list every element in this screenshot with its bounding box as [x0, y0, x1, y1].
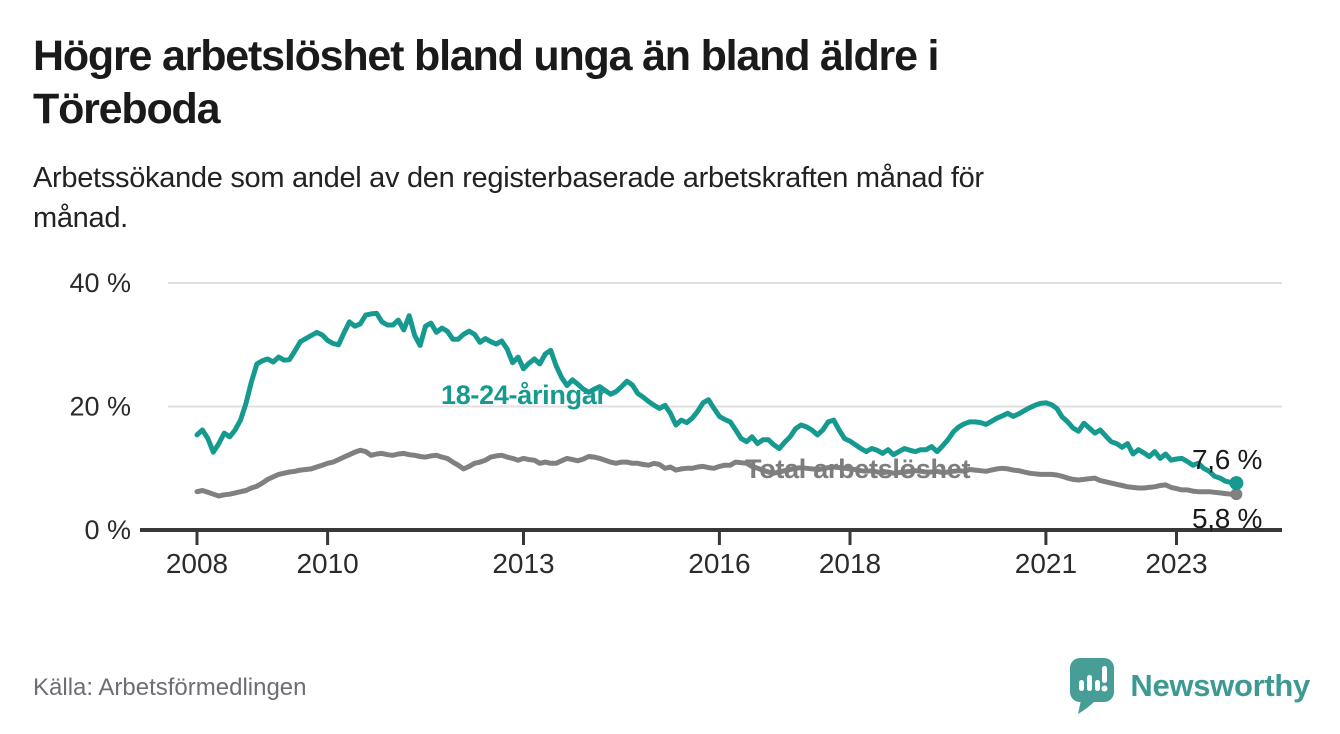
newsworthy-brand: Newsworthy: [1068, 656, 1310, 716]
title-line-1: Högre arbetslöshet bland unga än bland ä…: [33, 32, 939, 80]
x-tick-label-2018: 2018: [819, 548, 881, 579]
source-note: Källa: Arbetsförmedlingen: [33, 674, 307, 701]
title-line-2: Töreboda: [33, 84, 220, 133]
y-tick-label-40: 40 %: [69, 268, 131, 298]
y-tick-label-0: 0 %: [84, 515, 131, 545]
subtitle-line-2: månad.: [33, 201, 128, 234]
chart-subtitle: Arbetssökande som andel av den registerb…: [33, 158, 1313, 238]
x-tick-label-2023: 2023: [1145, 548, 1207, 579]
series-end-dot-0: [1230, 488, 1243, 501]
x-tick-label-2021: 2021: [1015, 548, 1077, 579]
newsworthy-wordmark: Newsworthy: [1130, 668, 1310, 703]
chart-header: Högre arbetslöshet bland unga än bland ä…: [33, 30, 1313, 238]
x-tick-label-2010: 2010: [296, 548, 358, 579]
series-line-1: [194, 310, 1239, 486]
page-title: Högre arbetslöshet bland unga än bland ä…: [33, 30, 1313, 136]
x-tick-label-2008: 2008: [166, 548, 228, 579]
series-end-dot-1: [1229, 476, 1244, 491]
series-label-youth: 18-24-åringar: [441, 380, 607, 410]
end-value-total: 5,8 %: [1192, 503, 1263, 534]
series-line-0: [194, 447, 1239, 499]
end-value-youth: 7,6 %: [1192, 444, 1263, 475]
line-chart: 0 % 20 % 40 % 2008 2010 2013 2016 2018 2021 2023 …: [0, 260, 1340, 590]
y-tick-label-20: 20 %: [69, 392, 131, 422]
chart-canvas: 0 % 20 % 40 % 2008 2010 2013 2016 2018 2021 2023: [69, 268, 1282, 579]
subtitle-line-1: Arbetssökande som andel av den registerb…: [33, 161, 984, 194]
newsworthy-logo-icon: [1070, 658, 1115, 714]
chart-footer: Källa: Arbetsförmedlingen Newsworthy: [0, 650, 1340, 734]
series-label-total: Total arbetslöshet: [745, 454, 971, 484]
x-tick-label-2013: 2013: [492, 548, 554, 579]
x-tick-label-2016: 2016: [688, 548, 750, 579]
